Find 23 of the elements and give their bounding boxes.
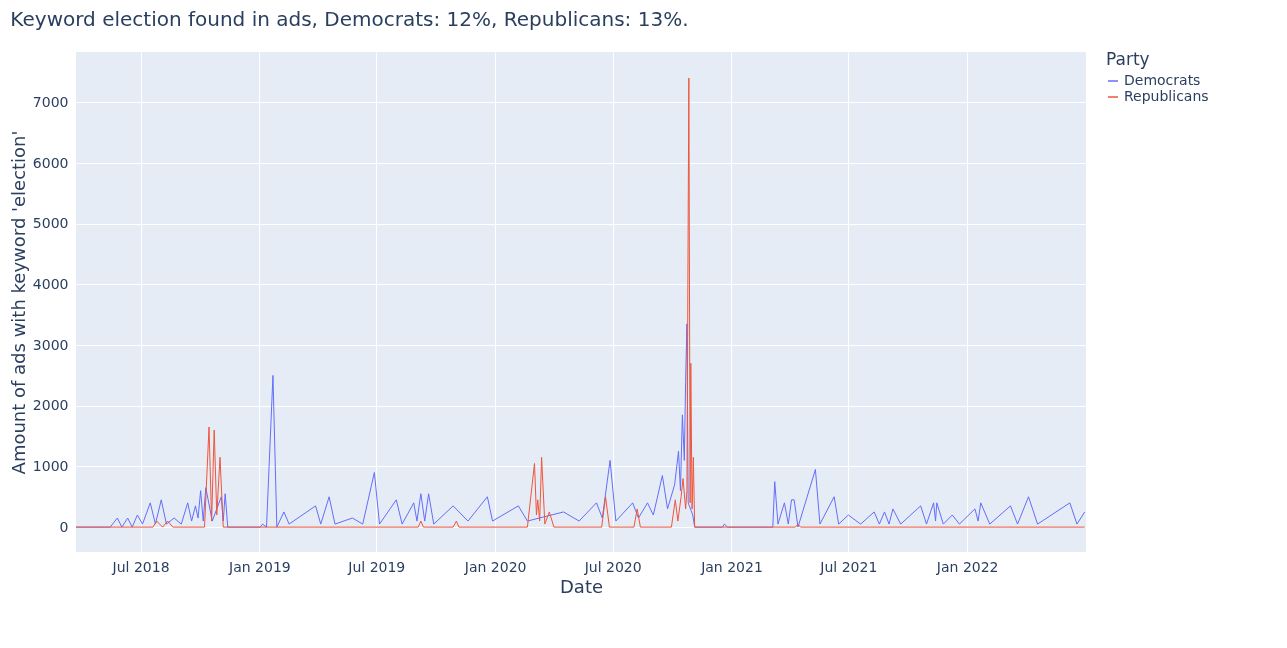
line-series <box>76 77 1086 528</box>
x-tick-label: Jul 2020 <box>583 558 642 575</box>
y-tick-label: 1000 <box>32 457 69 474</box>
legend-title: Party <box>1106 49 1150 69</box>
x-tick-label: Jan 2022 <box>935 558 999 575</box>
y-tick-label: 4000 <box>32 275 69 292</box>
legend-label: Republicans <box>1124 88 1209 104</box>
y-tick-label: 7000 <box>32 93 69 110</box>
y-axis-title: Amount of ads with keyword 'election' <box>7 130 29 475</box>
x-tick-label: Jul 2021 <box>819 558 878 575</box>
x-tick-label: Jan 2021 <box>700 558 763 575</box>
y-tick-label: 3000 <box>32 336 69 353</box>
y-tick-label: 2000 <box>32 397 69 414</box>
x-tick-label: Jul 2018 <box>111 558 170 575</box>
chart-title: Keyword election found in ads, Democrats: 12%, Republicans: 13%. <box>10 7 689 31</box>
x-tick-label: Jan 2019 <box>228 558 291 575</box>
legend-label: Democrats <box>1124 72 1201 88</box>
y-tick-label: 0 <box>59 518 69 535</box>
y-tick-label: 5000 <box>32 215 69 232</box>
y-tick-label: 6000 <box>32 154 69 171</box>
x-axis-title: Date <box>559 575 604 597</box>
x-tick-label: Jul 2019 <box>347 558 406 575</box>
x-tick-label: Jan 2020 <box>463 558 527 575</box>
